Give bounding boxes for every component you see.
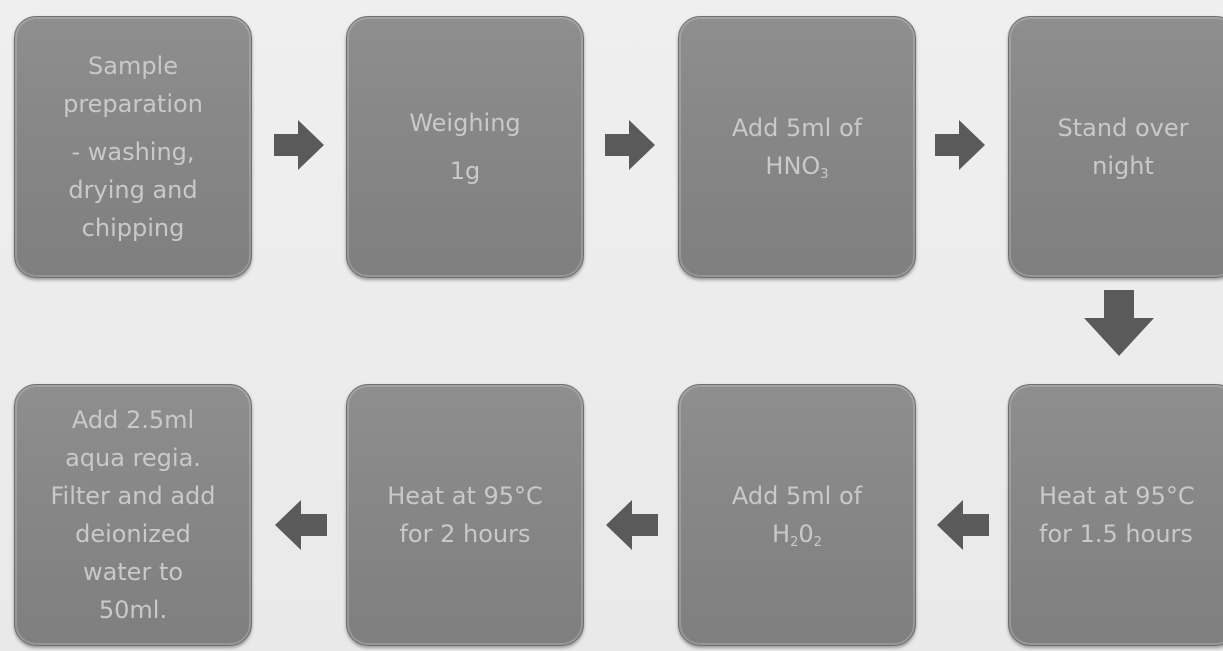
step-text: night (1092, 152, 1154, 180)
step-text: HNO3 (765, 152, 829, 182)
step-stand-overnight: Stand over night (1008, 16, 1223, 278)
step-weighing: Weighing 1g (346, 16, 584, 278)
arrow-left-icon (275, 500, 327, 550)
step-heat-2-hours: Heat at 95°C for 2 hours (346, 384, 584, 646)
step-text: Add 2.5ml (71, 406, 195, 434)
step-text: Heat at 95°C (387, 482, 543, 510)
step-text: for 1.5 hours (1039, 520, 1193, 548)
step-add-h2o2: Add 5ml of H202 (678, 384, 916, 646)
step-text: Weighing (409, 109, 521, 137)
arrow-right-icon (935, 120, 985, 170)
step-text: water to (82, 558, 184, 586)
step-text: Add 5ml of (731, 114, 863, 142)
step-text: preparation (63, 90, 203, 118)
step-text: 50ml. (98, 596, 168, 624)
step-text: Filter and add (50, 482, 216, 510)
arrow-left-icon (606, 500, 658, 550)
arrow-down-icon (1084, 290, 1154, 356)
step-text: deionized (75, 520, 191, 548)
step-heat-1-5-hours: Heat at 95°C for 1.5 hours (1008, 384, 1223, 646)
step-text: - washing, (71, 138, 195, 166)
step-text: aqua regia. (65, 444, 201, 472)
step-text: Add 5ml of (731, 482, 863, 510)
step-text: Sample (88, 52, 178, 80)
step-sample-preparation: Sample preparation - washing, drying and… (14, 16, 252, 278)
arrow-right-icon (605, 120, 655, 170)
step-text: drying and (68, 176, 198, 204)
step-text: Stand over (1057, 114, 1189, 142)
step-text: Heat at 95°C (1039, 482, 1195, 510)
step-add-aqua-regia: Add 2.5ml aqua regia. Filter and add dei… (14, 384, 252, 646)
step-text: H202 (772, 520, 822, 550)
arrow-right-icon (274, 120, 324, 170)
step-text: chipping (81, 214, 185, 242)
step-text: 1g (449, 157, 481, 185)
step-add-hno3: Add 5ml of HNO3 (678, 16, 916, 278)
step-text: for 2 hours (399, 520, 531, 548)
arrow-left-icon (937, 500, 989, 550)
